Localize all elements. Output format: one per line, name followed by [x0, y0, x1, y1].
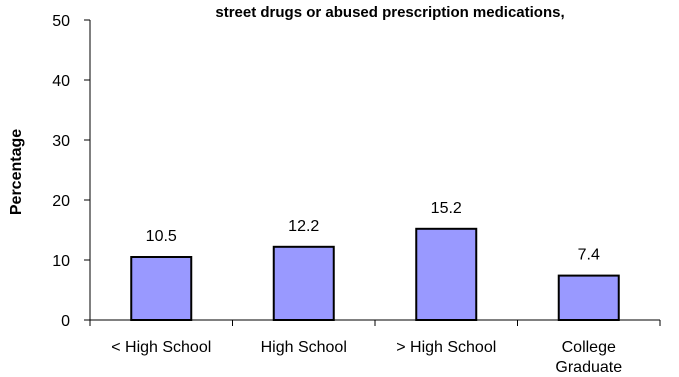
bar: [130, 256, 193, 321]
x-axis-ticks: < High School High School > High School Col…: [89, 320, 661, 376]
x-category-label: < High School: [111, 339, 211, 356]
x-category-label: College Graduate: [555, 339, 622, 376]
y-axis-label: Percentage: [8, 129, 25, 215]
y-tick-label: 30: [52, 133, 70, 150]
bar-value-label: 12.2: [288, 218, 319, 235]
bar-value-label: 10.5: [146, 228, 177, 245]
x-category-label: High School: [261, 339, 347, 356]
bar: [415, 227, 478, 321]
bar: [557, 274, 620, 322]
chart-title: street drugs or abused prescription medi…: [215, 4, 564, 21]
y-tick-label: 20: [52, 193, 70, 210]
data-labels-group: 10.5 12.2 15.2 7.4: [146, 200, 600, 264]
bars-group: [130, 227, 620, 322]
y-tick-label: 10: [52, 253, 70, 270]
bar-value-label: 15.2: [431, 200, 462, 217]
y-axis-ticks: 0 10 20 30 40 50: [52, 13, 90, 330]
x-category-label: > High School: [396, 339, 496, 356]
bar: [272, 245, 335, 321]
y-tick-label: 50: [52, 13, 70, 30]
y-tick-label: 40: [52, 73, 70, 90]
y-tick-label: 0: [61, 313, 70, 330]
bar-value-label: 7.4: [578, 247, 600, 264]
